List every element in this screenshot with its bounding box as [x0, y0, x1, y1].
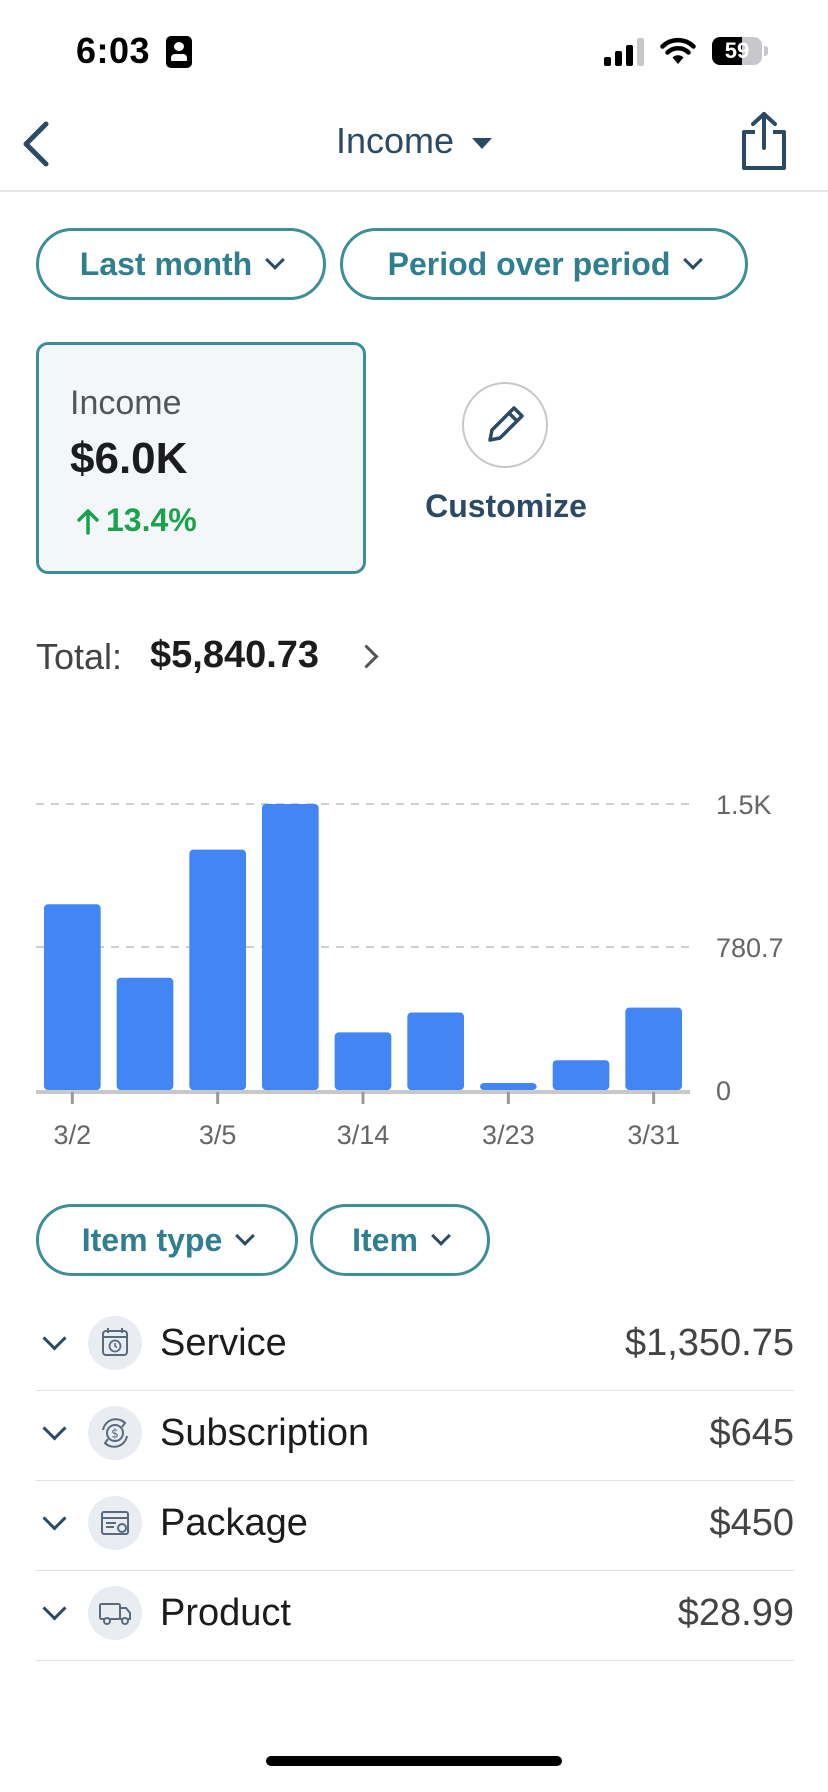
svg-text:$: $ — [111, 1427, 119, 1441]
chevron-right-icon[interactable] — [354, 644, 379, 669]
income-metric-card[interactable] — [36, 342, 366, 574]
chart-bar — [116, 977, 174, 1090]
id-badge-icon — [166, 36, 192, 68]
metric-label: Income — [70, 384, 182, 422]
metric-change: 13.4% — [76, 502, 197, 539]
chart-y-tick-label: 780.7 — [716, 933, 784, 963]
chart-y-tick-label: 1.5K — [716, 790, 772, 820]
list-item-product[interactable]: Product $28.99 — [36, 1570, 794, 1661]
item-name: Product — [160, 1592, 291, 1634]
chart-bar — [334, 1032, 392, 1090]
nav-divider — [0, 190, 828, 192]
comparison-label: Period over period — [387, 245, 671, 282]
wifi-icon — [660, 37, 696, 64]
expand-chevron-icon[interactable] — [42, 1326, 67, 1351]
chart-x-tick-label: 3/14 — [337, 1120, 390, 1150]
battery-icon: 59 — [712, 37, 768, 65]
item-dropdown[interactable]: Item — [310, 1204, 490, 1276]
recurring-dollar-icon: $ — [88, 1406, 142, 1460]
customize-button[interactable] — [462, 382, 548, 468]
chart-x-tick-label: 3/23 — [482, 1120, 535, 1150]
item-type-dropdown[interactable]: Item type — [36, 1204, 298, 1276]
total-value[interactable]: $5,840.73 — [150, 634, 320, 676]
pencil-icon — [488, 406, 524, 442]
chart-x-tick-label: 3/31 — [627, 1120, 680, 1150]
date-range-dropdown[interactable]: Last month — [36, 228, 326, 300]
status-time: 6:03 — [76, 30, 151, 71]
battery-percent: 59 — [724, 38, 750, 63]
item-name: Service — [160, 1322, 287, 1364]
item-amount: $1,350.75 — [624, 1322, 794, 1364]
expand-chevron-icon[interactable] — [42, 1506, 67, 1531]
chart-bar — [479, 1083, 537, 1090]
chart-bar — [625, 1007, 683, 1090]
item-amount: $450 — [709, 1502, 794, 1544]
metric-value: $6.0K — [70, 434, 188, 483]
chart-x-tick-label: 3/5 — [199, 1120, 237, 1150]
package-gear-icon — [88, 1496, 142, 1550]
share-icon[interactable] — [736, 110, 792, 174]
report-type-dropdown[interactable]: Income — [0, 120, 828, 162]
chart-y-tick-label: 0 — [716, 1076, 731, 1106]
caret-down-icon — [472, 137, 493, 149]
chart-bar — [261, 804, 319, 1090]
item-amount: $645 — [709, 1412, 794, 1454]
calendar-clock-icon — [88, 1316, 142, 1370]
chevron-down-icon — [430, 1226, 451, 1246]
list-item-package[interactable]: Package $450 — [36, 1480, 794, 1571]
chart-bar — [407, 1012, 465, 1090]
item-type-label: Item type — [81, 1221, 223, 1258]
page-title: Income — [335, 120, 455, 161]
item-amount: $28.99 — [677, 1592, 794, 1634]
chart-x-tick-label: 3/2 — [54, 1120, 92, 1150]
chevron-down-icon — [265, 250, 286, 270]
income-bar-chart: 1.5K 780.7 0 3/2 3/5 3/14 3/23 3/31 — [36, 790, 784, 1150]
home-indicator — [266, 1756, 562, 1766]
chart-bar — [43, 904, 101, 1090]
arrow-up-icon — [77, 509, 99, 535]
chevron-down-icon — [235, 1226, 256, 1246]
chart-bar — [189, 849, 247, 1090]
list-item-service[interactable]: Service $1,350.75 — [36, 1300, 794, 1391]
list-item-subscription[interactable]: $ Subscription $645 — [36, 1390, 794, 1481]
comparison-dropdown[interactable]: Period over period — [340, 228, 748, 300]
chart-bar — [552, 1060, 610, 1090]
expand-chevron-icon[interactable] — [42, 1416, 67, 1441]
delivery-truck-icon — [88, 1586, 142, 1640]
metric-change-value: 13.4% — [106, 502, 197, 538]
item-label: Item — [352, 1221, 418, 1258]
customize-label[interactable]: Customize — [425, 488, 587, 524]
item-name: Subscription — [160, 1412, 370, 1454]
cellular-signal-icon — [604, 38, 646, 66]
expand-chevron-icon[interactable] — [42, 1596, 67, 1621]
back-chevron-icon[interactable] — [16, 118, 56, 170]
date-range-label: Last month — [79, 245, 253, 282]
item-name: Package — [160, 1502, 308, 1544]
chevron-down-icon — [683, 250, 704, 270]
total-label: Total: — [36, 636, 123, 677]
